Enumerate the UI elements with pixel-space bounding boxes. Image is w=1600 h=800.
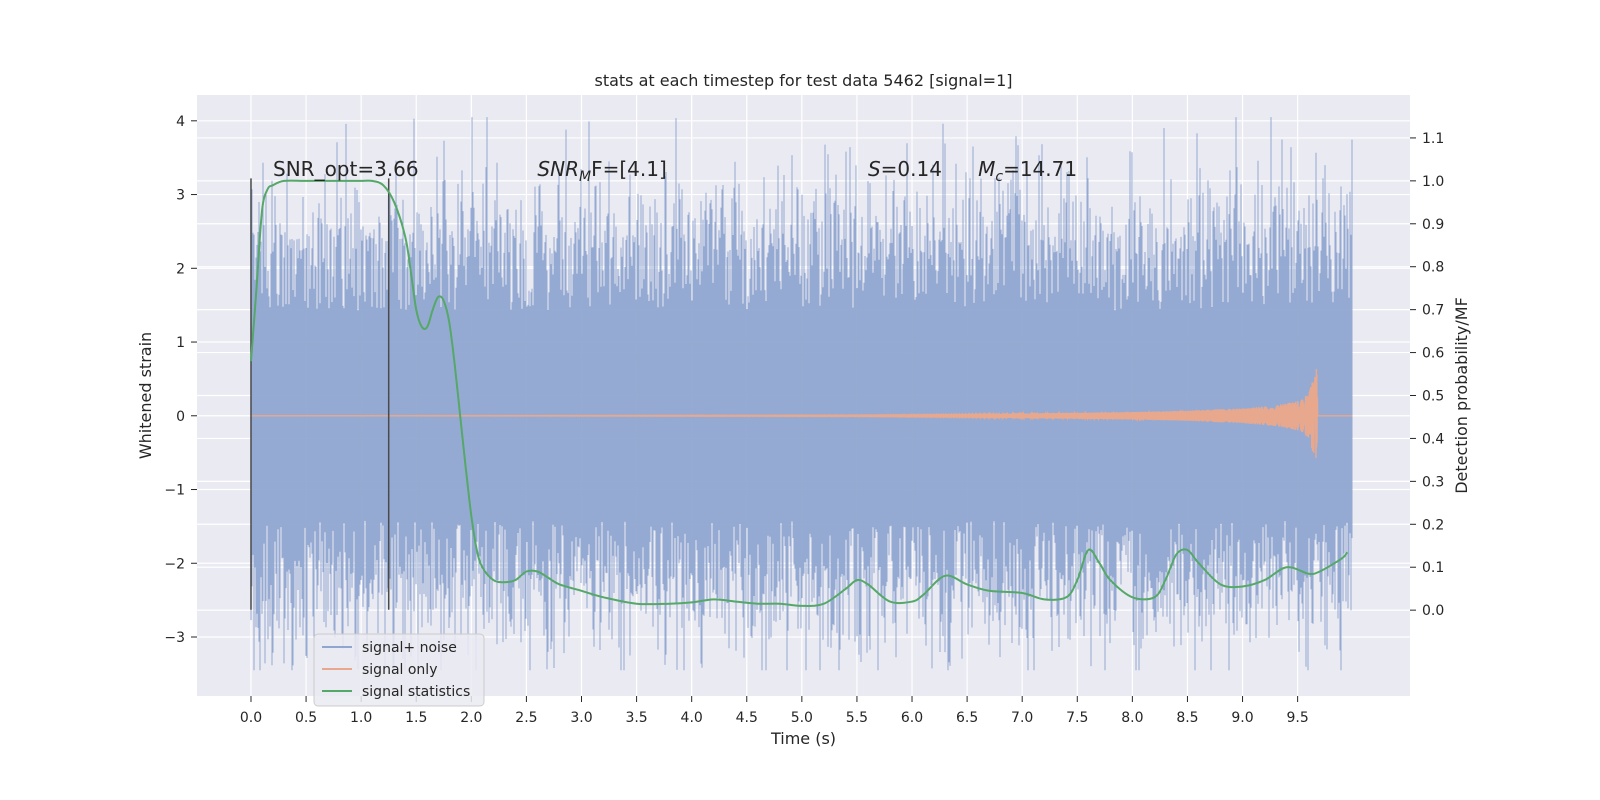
y-tick-label: −2 — [164, 556, 185, 572]
series-signal-only — [250, 368, 1353, 459]
y-tick-label: 2 — [176, 261, 185, 277]
annotation-snr-mf-base: SNR — [537, 157, 579, 181]
y2-tick-label: 0.2 — [1422, 517, 1444, 533]
y-tick-label: −3 — [164, 630, 185, 646]
x-tick-label: 3.0 — [570, 710, 592, 726]
y2-tick-label: 0.0 — [1422, 603, 1444, 619]
x-tick-label: 8.5 — [1176, 710, 1198, 726]
x-tick-label: 7.5 — [1066, 710, 1088, 726]
annotation-s-tail: =0.14 — [881, 157, 942, 181]
y2-tick-label: 0.4 — [1422, 431, 1444, 447]
annotation-mc: Mc=14.71 — [978, 157, 1077, 185]
x-tick-label: 5.5 — [846, 710, 868, 726]
chart-title: stats at each timestep for test data 546… — [594, 71, 1012, 90]
y-axis-title: Whitened strain — [136, 332, 155, 459]
y2-tick-label: 1.0 — [1422, 174, 1444, 190]
x-tick-label: 9.5 — [1286, 710, 1308, 726]
x-tick-label: 1.5 — [405, 710, 427, 726]
x-axis-ticks: 0.0 0.5 1.0 1.5 2.0 2.5 3.0 3.5 4.0 4.5 5.0 5.5 6.0 6… — [240, 696, 1309, 726]
annotation-snr-mf: SNRMF=[4.1] — [537, 157, 666, 185]
y2-tick-label: 0.9 — [1422, 217, 1444, 233]
annotation-s: S=0.14 — [868, 157, 942, 181]
x-tick-label: 8.0 — [1121, 710, 1143, 726]
y2-tick-label: 0.1 — [1422, 560, 1444, 576]
x-tick-label: 0.5 — [295, 710, 317, 726]
y-tick-label: −1 — [164, 483, 185, 499]
x-tick-label: 4.0 — [681, 710, 703, 726]
annotation-mc-base: M — [978, 157, 995, 181]
y2-axis-title: Detection probability/MF — [1452, 297, 1471, 494]
x-tick-label: 0.0 — [240, 710, 262, 726]
x-tick-label: 2.5 — [515, 710, 537, 726]
x-tick-label: 5.0 — [791, 710, 813, 726]
y2-axis-ticks: 0.0 0.1 0.2 0.3 0.4 0.5 0.6 0.7 0.8 0.9 1.0 1.1 — [1410, 131, 1444, 619]
annotation-mc-tail: =14.71 — [1003, 157, 1077, 181]
x-tick-label: 6.0 — [901, 710, 923, 726]
x-tick-label: 2.0 — [460, 710, 482, 726]
y2-tick-label: 0.7 — [1422, 303, 1444, 319]
y2-tick-label: 0.3 — [1422, 474, 1444, 490]
x-tick-label: 9.0 — [1231, 710, 1253, 726]
legend-label: signal only — [362, 662, 437, 678]
y-tick-label: 3 — [176, 188, 185, 204]
annotation-snr-mf-sub: M — [579, 169, 591, 185]
plot-series — [249, 117, 1353, 671]
x-axis-title: Time (s) — [770, 729, 836, 748]
x-tick-label: 6.5 — [956, 710, 978, 726]
series-signal-statistics — [249, 179, 1349, 607]
y2-tick-label: 0.6 — [1422, 346, 1444, 362]
annotation-snr-opt: SNR_opt=3.66 — [273, 157, 419, 181]
y-tick-label: 0 — [176, 409, 185, 425]
legend-label: signal+ noise — [362, 640, 457, 656]
x-tick-label: 4.5 — [736, 710, 758, 726]
y-tick-label: 4 — [176, 114, 185, 130]
annotation-mc-sub: c — [995, 169, 1003, 185]
x-tick-label: 7.0 — [1011, 710, 1033, 726]
annotation-snr-mf-tail: F=[4.1] — [591, 157, 667, 181]
y2-tick-label: 1.1 — [1422, 131, 1444, 147]
y2-tick-label: 0.8 — [1422, 260, 1444, 276]
y-axis-ticks: −3 −2 −1 0 1 2 3 4 — [164, 114, 197, 646]
legend-box — [313, 633, 485, 707]
y2-tick-label: 0.5 — [1422, 389, 1444, 405]
x-tick-label: 1.0 — [350, 710, 372, 726]
y-tick-label: 1 — [176, 335, 185, 351]
chirp-trace — [250, 368, 1353, 459]
marker-lines — [250, 178, 390, 610]
annotation-s-base: S — [868, 157, 881, 181]
legend-label: signal statistics — [362, 684, 470, 700]
annotations: SNR_opt=3.66 SNRMF=[4.1] S=0.14 Mc=14.71 — [273, 157, 1077, 185]
x-tick-label: 3.5 — [625, 710, 647, 726]
legend: signal+ noise signal only signal statistic… — [313, 633, 485, 707]
statistics-trace — [249, 179, 1349, 607]
